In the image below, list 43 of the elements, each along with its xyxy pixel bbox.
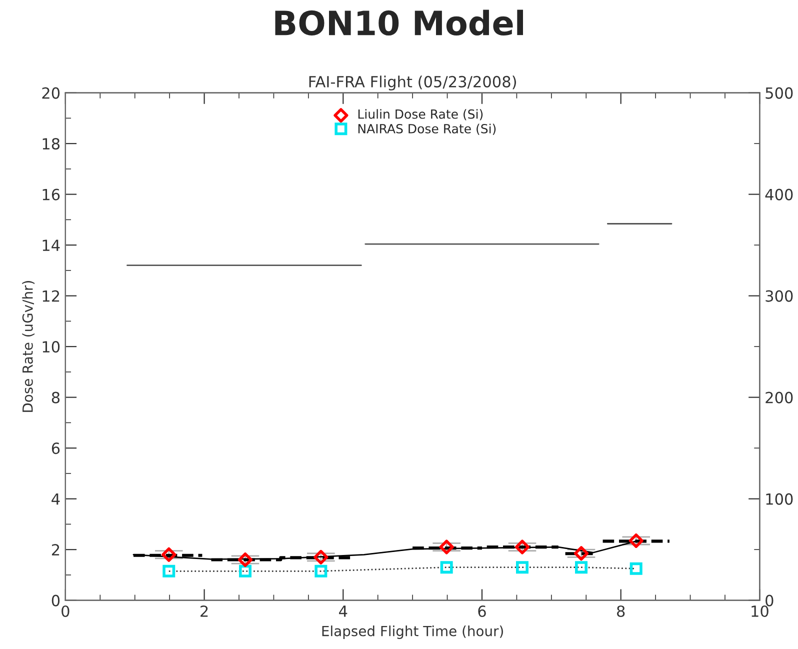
point xyxy=(574,546,589,561)
y-tick-label: 2 xyxy=(52,544,60,556)
y2-tick-label: 100 xyxy=(766,493,793,505)
y-axis-title: Dose Rate (uGv/hr) xyxy=(22,281,35,412)
y-tick-label: 6 xyxy=(52,442,60,454)
y-tick-label: 14 xyxy=(42,240,60,251)
point xyxy=(575,561,588,574)
y2-tick-label: 400 xyxy=(765,188,793,200)
y-tick-label: 12 xyxy=(42,290,60,302)
point xyxy=(440,561,453,574)
point xyxy=(630,562,642,575)
x-tick-label: 8 xyxy=(617,605,625,618)
x-axis-title: Elapsed Flight Time (hour) xyxy=(322,626,503,639)
point xyxy=(162,564,176,578)
point xyxy=(628,533,644,548)
point xyxy=(314,564,328,578)
chart-subtitle: FAI-FRA Flight (05/23/2008) xyxy=(309,76,516,90)
y2-tick-label: 200 xyxy=(766,392,793,404)
y2-tick-label: 500 xyxy=(766,87,793,99)
point xyxy=(439,540,454,554)
chart-title: BON10 Model xyxy=(275,10,523,36)
x-tick-label: 6 xyxy=(478,605,486,618)
y-tick-label: 4 xyxy=(52,493,60,505)
legend-label: Liulin Dose Rate (Si) xyxy=(358,109,483,120)
x-tick-label: 4 xyxy=(339,606,348,617)
point xyxy=(162,547,176,562)
legend-label: NAIRAS Dose Rate (Si) xyxy=(358,124,496,135)
y-tick-label: 10 xyxy=(42,341,60,353)
y-tick-label: 8 xyxy=(52,392,60,404)
y-tick-label: 0 xyxy=(52,594,60,606)
x-tick-label: 10 xyxy=(752,605,768,618)
point xyxy=(514,540,530,554)
y-tick-label: 18 xyxy=(42,138,60,150)
x-tick-label: 0 xyxy=(62,605,70,618)
y2-tick-label: 300 xyxy=(766,290,793,302)
y-tick-label: 20 xyxy=(42,87,60,99)
y-tick-label: 16 xyxy=(42,188,60,200)
point xyxy=(239,564,252,578)
y2-tick-label: 0 xyxy=(766,594,774,606)
point xyxy=(314,550,328,564)
point xyxy=(516,561,529,574)
point xyxy=(238,552,253,568)
x-tick-label: 2 xyxy=(200,605,208,617)
